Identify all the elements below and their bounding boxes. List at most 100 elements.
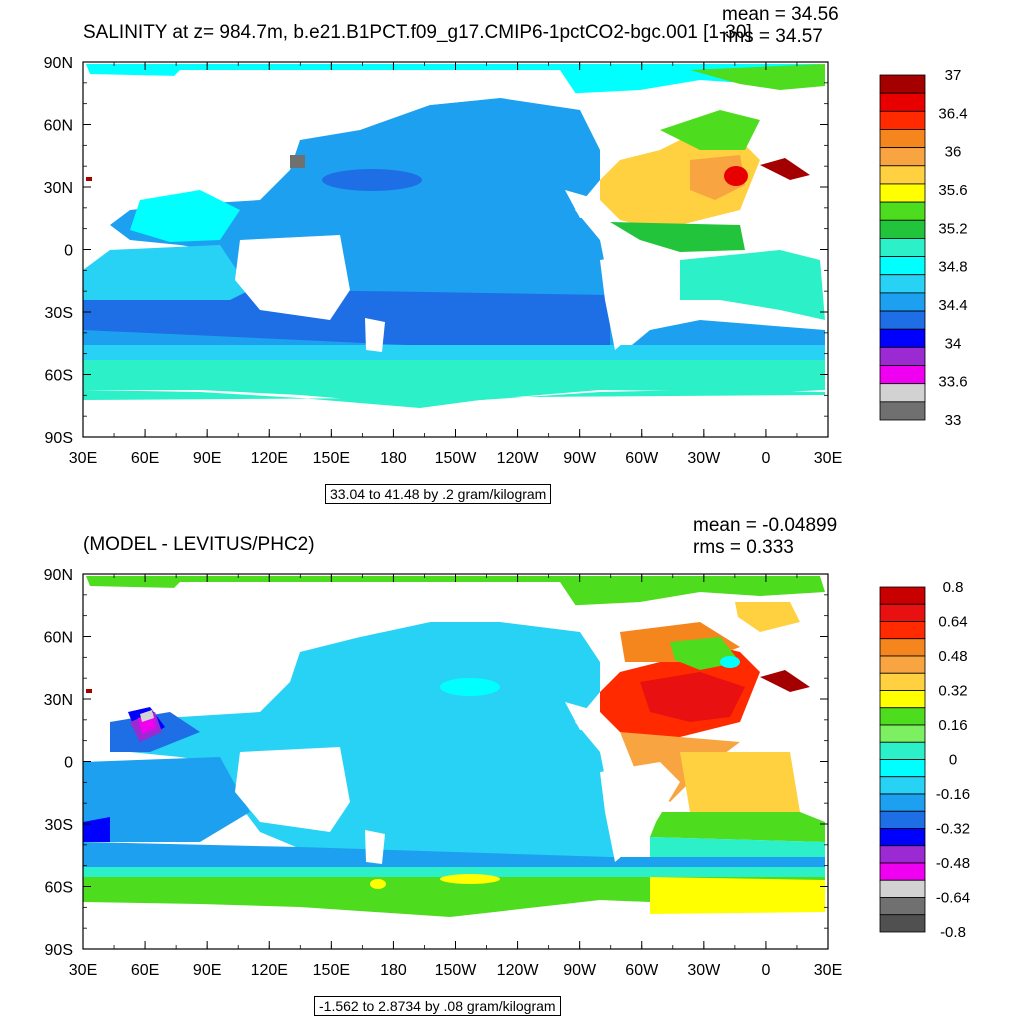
colorbar-label: 34.8 [938,259,967,276]
colorbar-swatch [879,92,926,112]
lon-label: 60W [625,450,659,467]
lon-label: 150W [435,962,478,979]
colorbar-swatch [879,310,926,330]
lat-label: 0 [64,243,73,260]
colorbar-swatch [879,776,926,795]
lon-label: 30W [687,450,721,467]
salinity-map: 90N 60N 30N 0 30S 60S 90S 30E 60E 90E 120E 150E 180… [44,55,968,467]
mean-stat: mean = 34.56 [722,4,839,25]
lat-label: 90N [44,55,73,72]
colorbar-swatch [879,759,926,778]
colorbar-label: 0.48 [938,648,967,665]
lon-label: 180 [380,450,407,467]
lat-label: 30S [45,305,73,322]
lon-label: 60E [131,450,159,467]
lat-label: 30N [44,692,73,709]
colorbar-swatch [879,219,926,239]
colorbar-swatch [879,828,926,847]
colorbar-swatch [879,292,926,312]
difference-map: 90N 60N 30N 0 30S 60S 90S 30E 60E 90E 120E 150E 180… [44,567,970,979]
colorbar-label: 33.6 [938,374,967,391]
axis-ticks [82,573,829,950]
lon-label: 150E [313,450,350,467]
range-caption: 33.04 to 41.48 by .2 gram/kilogram [325,484,552,504]
lon-label: 60W [625,962,659,979]
colorbar-swatch [879,690,926,709]
lon-label: 30E [814,450,842,467]
colorbar-swatch [879,741,926,760]
colorbar-swatch [879,383,926,403]
lon-label: 120E [251,962,288,979]
lon-label: 30E [69,962,97,979]
ocean-field [83,62,828,437]
salinity-panel: SALINITY at z= 984.7m, b.e21.B1PCT.f09_g… [44,4,968,504]
colorbar-label: 0.16 [938,717,967,734]
lon-label: 90E [193,450,221,467]
lat-label: 90S [45,430,73,447]
lat-label: 60S [45,880,73,897]
colorbar-label: 36.4 [938,105,967,122]
colorbar-swatch [879,110,926,130]
colorbar-label: 0 [949,752,957,769]
lat-label: 30N [44,180,73,197]
colorbar-label: -0.32 [936,821,970,838]
colorbar-swatch [879,914,926,933]
colorbar-label: 36 [945,144,962,161]
mean-stat: mean = -0.04899 [693,515,838,536]
colorbar-swatch [879,129,926,149]
lon-label: 90W [563,962,597,979]
colorbar-label: -0.64 [936,890,970,907]
colorbar-swatch [879,201,926,221]
rms-stat: rms = 34.57 [722,26,823,47]
panel-title: SALINITY at z= 984.7m, b.e21.B1PCT.f09_g… [83,22,752,43]
colorbar-swatch [879,793,926,812]
panel-title: (MODEL - LEVITUS/PHC2) [83,534,315,555]
colorbar-swatch [879,328,926,348]
colorbar-label: 33 [945,412,962,429]
colorbar-swatch [879,638,926,657]
colorbar: 37 36.4 36 35.6 35.2 34.8 34.4 34 33.6 33 [879,67,968,429]
lat-label: 60S [45,368,73,385]
colorbar-swatch [879,165,926,185]
colorbar-label: -0.48 [936,855,970,872]
colorbar-swatch [879,147,926,167]
colorbar-swatch [879,707,926,726]
lon-label: 0 [761,450,770,467]
colorbar-label: 0.64 [938,614,967,631]
colorbar-label: 34.4 [938,297,967,314]
lon-label: 150E [313,962,350,979]
lat-label: 60N [44,630,73,647]
colorbar-label: 35.2 [938,220,967,237]
colorbar-swatch [879,74,926,94]
colorbar-swatch [879,274,926,294]
longitude-labels: 30E 60E 90E 120E 150E 180 150W 120W 90W 60W 30W 0 30… [69,962,842,979]
lon-label: 90W [563,450,597,467]
colorbar-swatch [879,897,926,916]
lat-label: 0 [64,755,73,772]
colorbar-label: 37 [945,67,962,84]
longitude-labels: 30E 60E 90E 120E 150E 180 150W 120W 90W 60W 30W 0 30… [69,450,842,467]
colorbar-label: 0.8 [943,579,964,596]
colorbar-swatch [879,655,926,674]
colorbar-swatch [879,401,926,421]
difference-panel: (MODEL - LEVITUS/PHC2) mean = -0.04899 r… [0,512,1024,1024]
colorbar-swatch [879,724,926,743]
rms-stat: rms = 0.333 [693,537,794,558]
colorbar-swatch [879,672,926,691]
colorbar-label: -0.8 [940,924,966,941]
lon-label: 30W [687,962,721,979]
colorbar-swatch [879,346,926,366]
lon-label: 30E [814,962,842,979]
lat-label: 90S [45,942,73,959]
colorbar-swatch [879,879,926,898]
lon-label: 120E [251,450,288,467]
lon-label: 120W [497,450,540,467]
lon-label: 180 [380,962,407,979]
colorbar: 0.8 0.64 0.48 0.32 0.16 0 -0.16 -0.32 -0.48 -0.64… [879,579,970,941]
colorbar-swatch [879,621,926,640]
colorbar-label: 0.32 [938,683,967,700]
colorbar-swatch [879,183,926,203]
lon-label: 90E [193,962,221,979]
colorbar-swatch [879,586,926,605]
lat-label: 60N [44,118,73,135]
